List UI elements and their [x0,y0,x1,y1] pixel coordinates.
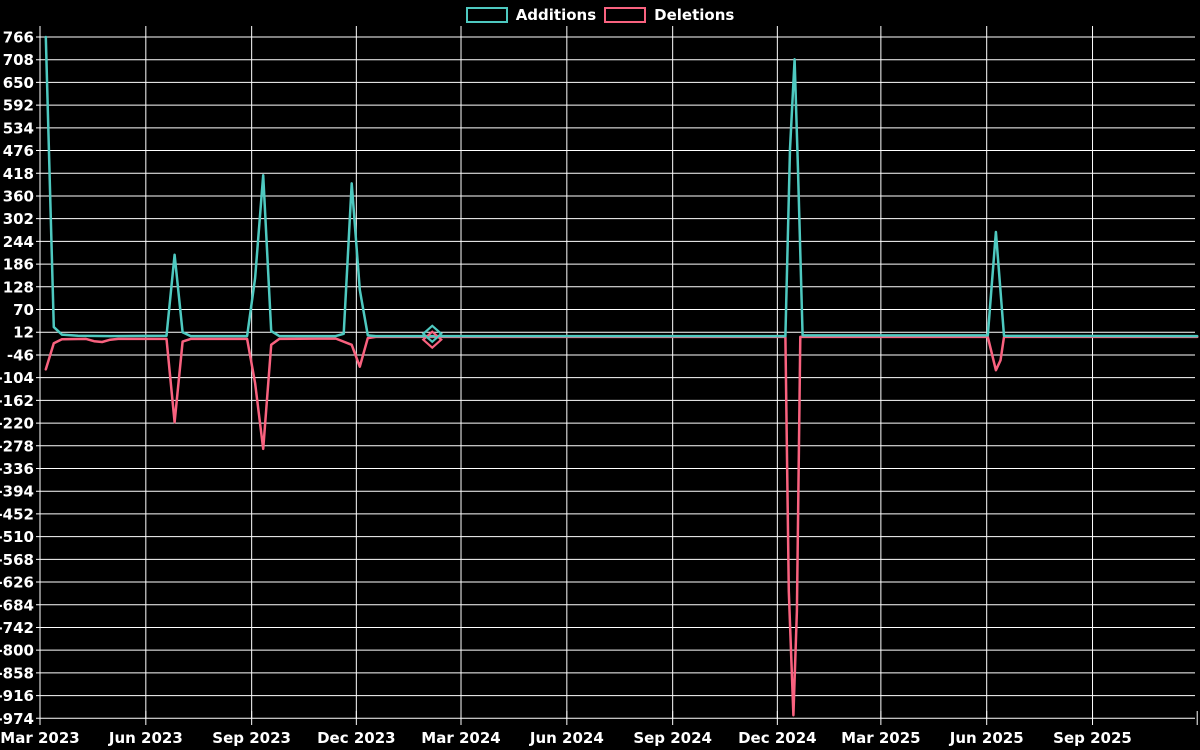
legend-item-deletions[interactable]: Deletions [604,7,734,23]
deletions-diamond-marker [421,330,443,350]
y-tick-label: -510 [0,528,34,546]
x-tick-label: Mar 2025 [841,729,920,747]
x-tick-label: Jun 2024 [529,729,604,747]
y-tick-label: -162 [0,392,34,410]
y-tick-label: -278 [0,437,34,455]
y-tick-label: 70 [13,301,34,319]
legend-item-additions[interactable]: Additions [465,6,597,24]
x-tick-label: Mar 2023 [0,729,79,747]
additions-diamond-marker [421,324,443,344]
y-tick-label: -800 [0,642,34,660]
y-tick-label: -742 [0,619,34,637]
x-tick-label: Jun 2025 [949,729,1024,747]
y-tick-label: -916 [0,687,34,705]
deletions-swatch-icon [604,7,647,23]
additions-legend-label: Additions [515,6,597,24]
legend: Additions Deletions [0,7,1200,23]
y-tick-label: 360 [3,187,34,205]
x-tick-label: Sep 2025 [1053,729,1132,747]
y-tick-label: 302 [3,210,34,228]
y-tick-label: -104 [0,369,34,387]
y-tick-label: -46 [7,346,34,364]
y-tick-label: 592 [3,97,34,115]
x-tick-label: Sep 2024 [633,729,712,747]
y-tick-label: -684 [0,596,34,614]
y-tick-label: 476 [3,142,34,160]
x-tick-label: Dec 2024 [738,729,817,747]
x-tick-label: Dec 2023 [317,729,396,747]
y-tick-label: -452 [0,505,34,523]
y-tick-label: -220 [0,415,34,433]
y-tick-label: 534 [3,119,34,137]
y-tick-label: 12 [13,324,34,342]
y-tick-label: -974 [0,710,34,728]
x-tick-label: Jun 2023 [108,729,183,747]
y-tick-label: -568 [0,551,34,569]
y-tick-label: 244 [3,233,34,251]
x-tick-label: Sep 2023 [212,729,291,747]
y-tick-label: 708 [3,51,34,69]
additions-swatch-icon [465,7,508,23]
y-tick-label: -858 [0,664,34,682]
y-tick-label: -394 [0,483,34,501]
y-tick-label: 128 [3,278,34,296]
y-tick-label: 186 [3,256,34,274]
y-tick-label: 418 [3,165,34,183]
deletions-line [44,335,1199,717]
x-tick-label: Mar 2024 [421,729,500,747]
deletions-legend-label: Deletions [654,6,735,24]
y-tick-label: 766 [3,29,34,47]
y-tick-label: -626 [0,574,34,592]
y-tick-label: 650 [3,74,34,92]
y-tick-label: -336 [0,460,34,478]
additions-line [44,35,1199,338]
